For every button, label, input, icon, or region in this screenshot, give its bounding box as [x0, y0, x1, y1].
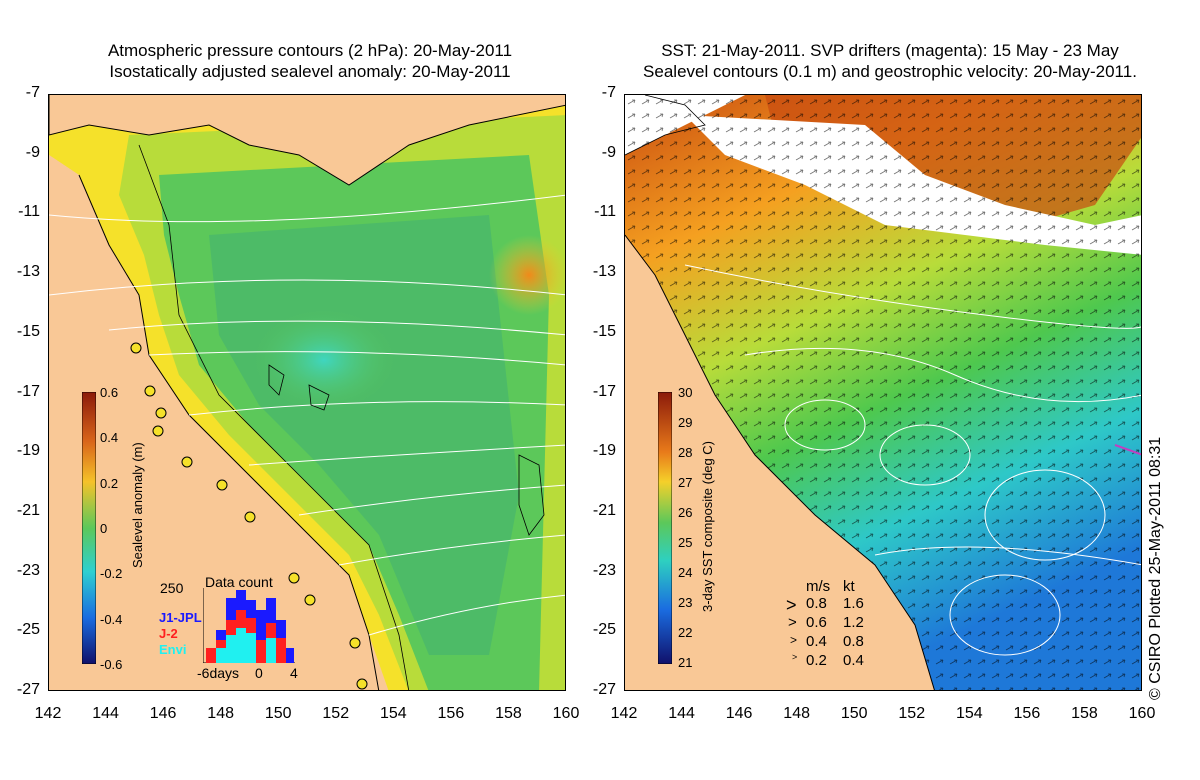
velocity-arrow-icon: >	[788, 614, 797, 631]
right-title-line2: Sealevel contours (0.1 m) and geostrophi…	[643, 62, 1137, 81]
latitude-tick-label: -13	[16, 263, 40, 281]
latitude-tick-label: -25	[592, 621, 616, 639]
data-count-xtick: 4	[290, 665, 298, 681]
latitude-tick-label: -19	[592, 442, 616, 460]
data-count-bars	[203, 588, 295, 663]
longitude-tick-label: 148	[783, 705, 810, 722]
sst-colorbar	[658, 392, 672, 664]
credit-text: © CSIRO Plotted 25-May-2011 08:31	[1147, 436, 1164, 700]
velocity-legend-header-ms: m/s	[806, 578, 831, 595]
longitude-tick-label: 142	[610, 705, 638, 722]
velocity-legend-speed-kt: 0.4	[843, 652, 864, 669]
data-count-series-label: J-2	[159, 626, 178, 641]
sealevel-colorbar-tick: -0.6	[100, 657, 123, 672]
sealevel-colorbar-tick: 0.4	[100, 430, 119, 446]
latitude-tick-label: -19	[16, 442, 40, 460]
sealevel-colorbar-tick: 0.6	[100, 385, 119, 400]
latitude-tick-label: -21	[592, 501, 616, 519]
sst-colorbar-tick: 29	[678, 415, 693, 430]
data-count-ymax: 250	[160, 580, 184, 596]
sealevel-anomaly-map-graphic	[49, 95, 565, 690]
latitude-tick-label: -15	[592, 322, 616, 340]
sst-colorbar-tick: 21	[678, 655, 693, 670]
latitude-tick-label: -15	[16, 322, 40, 340]
longitude-tick-label: 150	[264, 705, 292, 722]
latitude-tick-label: -9	[25, 143, 40, 161]
velocity-legend-header-kt: kt	[843, 578, 855, 595]
velocity-arrow-icon: >	[792, 652, 798, 662]
sst-colorbar-tick: 22	[678, 625, 693, 640]
sst-colorbar-title: 3-day SST composite (deg C)	[700, 441, 715, 612]
longitude-tick-label: 152	[322, 705, 350, 722]
latitude-tick-label: -13	[592, 263, 616, 281]
velocity-legend-speed-ms: 0.2	[806, 652, 827, 669]
velocity-legend-speed-kt: 1.6	[843, 595, 864, 612]
velocity-legend-speed-kt: 1.2	[843, 614, 864, 631]
latitude-tick-label: -23	[592, 561, 616, 579]
longitude-tick-label: 142	[34, 705, 62, 722]
sealevel-colorbar-tick: -0.2	[100, 566, 123, 582]
longitude-tick-label: 154	[379, 705, 407, 722]
longitude-tick-label: 148	[207, 705, 234, 722]
longitude-tick-label: 146	[149, 705, 177, 722]
latitude-tick-label: -23	[16, 561, 40, 579]
data-count-xtick: -6days	[197, 665, 240, 681]
left-title-line1: Atmospheric pressure contours (2 hPa): 2…	[107, 41, 513, 60]
latitude-tick-label: -9	[601, 143, 616, 161]
latitude-tick-label: -11	[18, 203, 40, 221]
latitude-tick-label: -27	[592, 681, 616, 698]
left-map-title: Atmospheric pressure contours (2 hPa): 2…	[30, 40, 590, 82]
sealevel-colorbar-tick: 0	[100, 521, 108, 536]
sealevel-colorbar-tick: 0.2	[100, 475, 119, 491]
latitude-tick-label: -17	[592, 382, 616, 400]
longitude-tick-label: 154	[955, 705, 983, 722]
longitude-tick-label: 158	[495, 705, 522, 722]
sst-colorbar-tick: 26	[678, 505, 693, 520]
left-title-line2: Isostatically adjusted sealevel anomaly:…	[109, 62, 511, 81]
right-map-title: SST: 21-May-2011. SVP drifters (magenta)…	[590, 40, 1190, 82]
velocity-legend-speed-kt: 0.8	[843, 633, 864, 650]
sealevel-anomaly-map	[48, 94, 566, 691]
sst-colorbar-tick: 30	[678, 385, 693, 400]
data-count-xtick: 0	[255, 665, 263, 681]
latitude-tick-label: -17	[16, 382, 40, 400]
longitude-tick-label: 156	[1013, 705, 1041, 722]
sst-map-graphic	[625, 95, 1141, 690]
longitude-tick-label: 158	[1071, 705, 1098, 722]
latitude-tick-label: -11	[594, 203, 616, 221]
longitude-tick-label: 160	[1128, 705, 1156, 722]
longitude-tick-label: 144	[668, 705, 695, 722]
sst-colorbar-tick: 25	[678, 535, 693, 550]
velocity-arrow-icon: >	[790, 633, 798, 647]
sst-colorbar-tick: 24	[678, 565, 693, 580]
sst-map	[624, 94, 1142, 691]
data-count-title: Data count	[205, 574, 273, 590]
velocity-legend-speed-ms: 0.4	[806, 633, 827, 650]
right-title-line1: SST: 21-May-2011. SVP drifters (magenta)…	[661, 41, 1119, 60]
longitude-tick-label: 146	[725, 705, 753, 722]
longitude-tick-label: 144	[92, 705, 119, 722]
longitude-tick-label: 160	[552, 705, 580, 722]
velocity-legend-speed-ms: 0.8	[806, 595, 827, 612]
latitude-tick-label: -27	[16, 681, 40, 698]
data-count-series-label: J1-JPL	[159, 610, 202, 625]
latitude-tick-label: -7	[601, 84, 616, 101]
latitude-tick-label: -21	[16, 501, 40, 519]
sst-colorbar-tick: 28	[678, 445, 693, 460]
velocity-arrow-icon: >	[786, 595, 797, 615]
latitude-tick-label: -25	[16, 621, 40, 639]
sst-colorbar-tick: 27	[678, 475, 693, 490]
longitude-tick-label: 150	[840, 705, 868, 722]
longitude-tick-label: 156	[437, 705, 465, 722]
sealevel-colorbar	[82, 392, 96, 664]
latitude-tick-label: -7	[25, 84, 40, 101]
sst-colorbar-tick: 23	[678, 595, 693, 610]
sealevel-colorbar-title: Sealevel anomaly (m)	[130, 442, 145, 568]
velocity-legend-speed-ms: 0.6	[806, 614, 827, 631]
data-count-series-label: Envi	[159, 642, 187, 657]
longitude-tick-label: 152	[898, 705, 926, 722]
sealevel-colorbar-tick: -0.4	[100, 611, 123, 627]
